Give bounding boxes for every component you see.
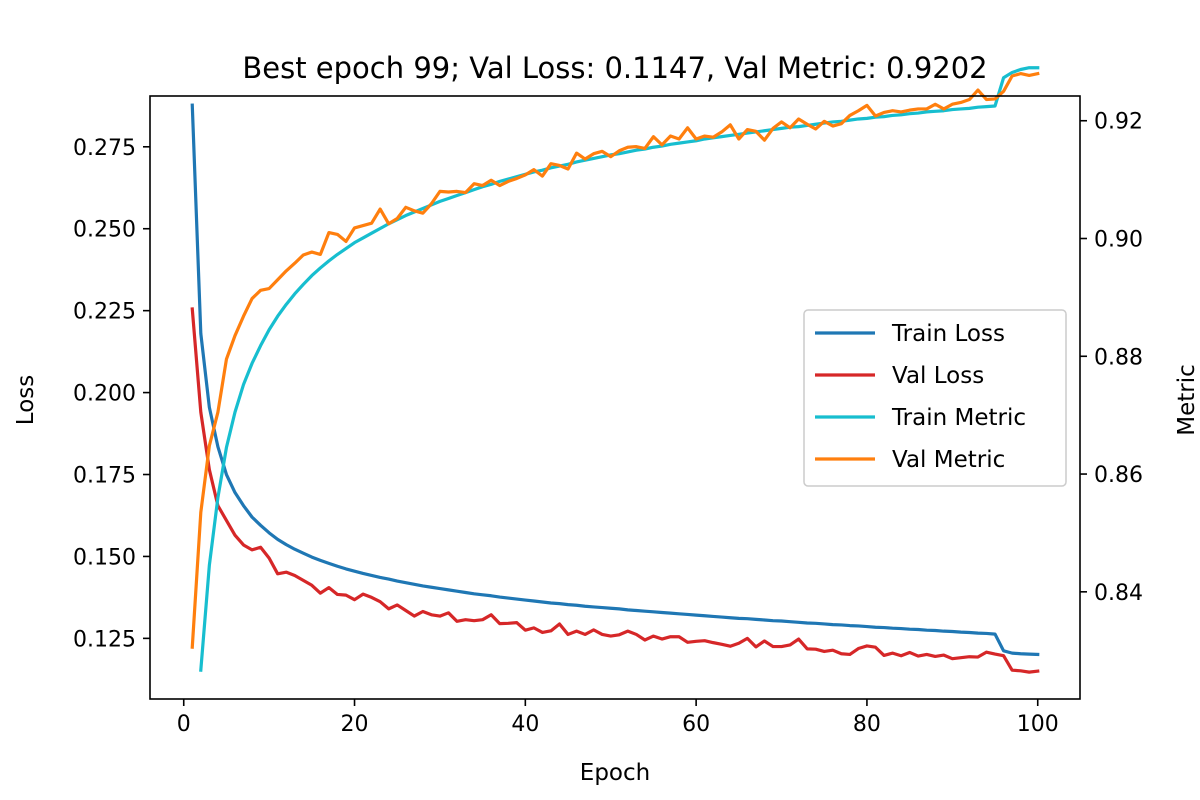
series-line-val-loss xyxy=(190,307,1040,674)
legend-label-val-metric: Val Metric xyxy=(892,447,1005,473)
legend: Train Loss Val Loss Train Metric Val Metric xyxy=(803,309,1067,487)
x-tick-label: 60 xyxy=(682,712,710,737)
series-line-train-loss xyxy=(190,103,1040,657)
y-left-tick-label: 0.275 xyxy=(73,136,136,161)
y-left-tick-label: 0.175 xyxy=(73,464,136,489)
y-right-tick-label: 0.88 xyxy=(1094,345,1143,370)
y-right-tick-label: 0.86 xyxy=(1094,463,1143,488)
y-right-tick-label: 0.92 xyxy=(1094,110,1143,135)
plot-frame xyxy=(149,95,1081,700)
y-left-tick-label: 0.200 xyxy=(73,382,136,407)
y-right-tick-label: 0.90 xyxy=(1094,228,1143,253)
y-left-tick-label: 0.250 xyxy=(73,218,136,243)
y-axis-left: 0.125 0.150 0.175 0.200 0.225 0.250 0.275 xyxy=(73,136,150,652)
series-layer xyxy=(190,66,1040,674)
series-line-train-metric xyxy=(199,66,1040,672)
y-right-tick-label: 0.84 xyxy=(1094,581,1143,606)
y-axis-left-label: Loss xyxy=(13,375,39,425)
legend-label-train-loss: Train Loss xyxy=(891,321,1005,347)
y-left-tick-label: 0.150 xyxy=(73,545,136,570)
series-line-val-metric xyxy=(190,71,1040,649)
legend-label-train-metric: Train Metric xyxy=(891,405,1026,431)
x-tick-label: 20 xyxy=(341,712,369,737)
x-tick-label: 100 xyxy=(1017,712,1059,737)
y-left-tick-label: 0.225 xyxy=(73,300,136,325)
y-left-tick-label: 0.125 xyxy=(73,627,136,652)
legend-frame xyxy=(803,309,1067,487)
y-axis-right: 0.84 0.86 0.88 0.90 0.92 xyxy=(1080,110,1143,606)
x-tick-label: 0 xyxy=(177,712,191,737)
x-tick-label: 80 xyxy=(853,712,881,737)
y-axis-right-label: Metric xyxy=(1174,364,1200,436)
x-axis-label: Epoch xyxy=(580,760,650,786)
chart-title: Best epoch 99; Val Loss: 0.1147, Val Met… xyxy=(242,51,987,85)
legend-label-val-loss: Val Loss xyxy=(892,363,984,389)
x-axis: 0 20 40 60 80 100 xyxy=(177,699,1059,737)
x-tick-label: 40 xyxy=(511,712,539,737)
